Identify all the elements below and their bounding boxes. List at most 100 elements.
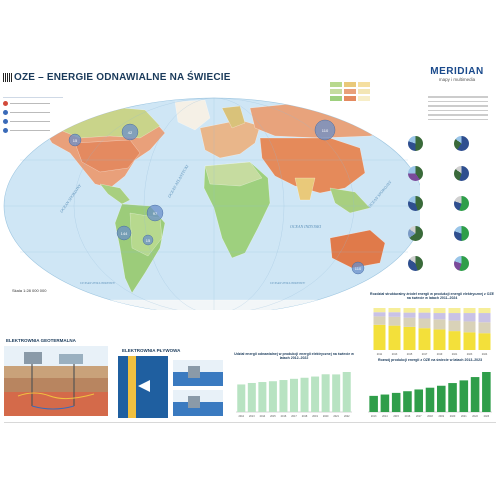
chart1-bar	[258, 382, 267, 412]
pie-chart	[408, 166, 423, 181]
southeast-asia-land	[329, 187, 371, 214]
chart1: 2012 2013 2014 2015 2016 2017 2018 2019 2020 2021…	[236, 372, 352, 418]
pie-chart	[454, 136, 469, 151]
chart3-segment	[463, 308, 476, 314]
chart3-tick-label: 2021	[452, 353, 458, 356]
chart1-bar	[321, 374, 330, 412]
legend-icons	[428, 96, 494, 136]
chart3-segment	[478, 313, 491, 323]
chart2-bar	[436, 385, 446, 412]
chart1-tick-label: 2021	[333, 415, 339, 418]
chart3-segment	[448, 320, 461, 332]
chart1-tick-label: 2020	[323, 415, 329, 418]
chart3-segment	[433, 329, 446, 350]
chart2-bar	[414, 389, 424, 412]
chart3-segment	[448, 331, 461, 350]
map-legend-left	[3, 97, 65, 141]
chart3-tick-label: 2024	[482, 353, 488, 356]
map-scale: Skala 1:28 000 000	[12, 288, 47, 293]
chart3-segment	[373, 324, 386, 350]
chart3-segment	[433, 313, 446, 320]
chart2-tick-label: 2013	[371, 415, 377, 418]
chart2-tick-label: 2017	[416, 415, 422, 418]
chart3-segment	[433, 308, 446, 314]
pie-chart	[408, 196, 423, 211]
chart3-segment	[388, 325, 401, 350]
chart2-tick-label: 2016	[405, 415, 411, 418]
bubble-australia	[351, 261, 365, 275]
chart2-bar	[425, 387, 435, 412]
geothermal-diagram	[4, 346, 108, 416]
chart2-bar	[403, 391, 412, 412]
antarctica-land	[19, 299, 401, 310]
chart2-tick-label: 2015	[393, 415, 399, 418]
world-map: OCEAN SPOKOJNY OCEAN ATLANTYCKI OCEAN IN…	[3, 97, 420, 310]
chart1-tick-label: 2016	[281, 415, 287, 418]
ocean-label-southern-east: OCEAN POŁUDNIOWY	[270, 281, 306, 285]
pie-chart	[454, 166, 469, 181]
greenland-land	[174, 99, 211, 131]
chart3-tick-label: 2011	[377, 353, 383, 356]
chart3-tick-label: 2017	[422, 353, 428, 356]
chart1-bar	[247, 382, 256, 412]
pie-charts	[400, 136, 500, 286]
chart1-bar	[268, 381, 277, 412]
bubble-label-usa: 15	[73, 138, 78, 143]
chart2-title: Rozwój produkcji energii z OZE na świeci…	[377, 358, 483, 362]
bubble-label-china: 110	[322, 128, 329, 133]
central-america-land	[99, 183, 131, 205]
chart3-segment	[448, 308, 461, 314]
chart3-segment	[418, 312, 431, 319]
ocean-label-southern-west: OCEAN POŁUDNIOWY	[80, 281, 116, 285]
chart3-segment	[418, 318, 431, 329]
chart3-title: Rozdział strukturalny źródeł energii w p…	[370, 292, 494, 300]
chart1-bar	[289, 378, 299, 412]
chart2-bar	[369, 395, 378, 412]
graticule	[4, 97, 420, 310]
chart1-bar	[279, 380, 288, 412]
pie-chart	[408, 226, 423, 241]
chart3-segment	[463, 321, 476, 333]
chart2-bar	[470, 377, 480, 412]
pie-chart	[408, 136, 423, 151]
chart1-tick-label: 2012	[238, 415, 244, 418]
chart3-segment	[418, 308, 431, 313]
chart3-segment	[478, 333, 491, 350]
chart3-segment	[463, 313, 476, 322]
barcode-icon	[3, 73, 12, 82]
chart1-tick-label: 2018	[302, 415, 308, 418]
bubble-label-brazil: 97	[153, 211, 158, 216]
pie-chart	[454, 196, 469, 211]
chart1-bar	[237, 384, 246, 412]
chart1-tick-label: 2019	[312, 415, 318, 418]
chart3-tick-label: 2023	[467, 353, 473, 356]
bubble-label-africa: 15	[146, 238, 151, 243]
chart3-segment	[403, 312, 416, 318]
chart3-segment	[463, 332, 476, 350]
chart3-segment	[433, 319, 446, 330]
chart3-segment	[403, 326, 416, 350]
chart3-segment	[403, 317, 416, 327]
logo-brand: MERIDIAN	[430, 66, 484, 77]
footer-rule	[4, 422, 496, 423]
logo-tagline: mapy i multimedia	[438, 77, 476, 82]
ocean-label-indian: OCEAN INDYJSKI	[290, 224, 322, 229]
pie-chart	[454, 256, 469, 271]
bubble-canada	[121, 123, 139, 141]
bubble-brazil	[146, 204, 164, 222]
geothermal-title: ELEKTROWNIA GEOTERMALNA	[6, 338, 76, 343]
map-title: OZE – ENERGIE ODNAWIALNE NA ŚWIECIE	[14, 72, 231, 83]
chart3-segment	[373, 316, 386, 325]
chart1-bar	[300, 377, 309, 412]
legend-top-right	[330, 82, 420, 134]
chart3-tick-label: 2013	[392, 353, 398, 356]
publisher-logo: MERIDIAN mapy i multimedia	[424, 66, 490, 82]
chart2-tick-label: 2014	[382, 415, 388, 418]
chart2-bar	[459, 380, 469, 412]
canada-land	[59, 105, 161, 139]
scandinavia-land	[221, 105, 246, 129]
bubble-label-canada: 42	[128, 130, 133, 135]
chart2-tick-label: 2019	[438, 415, 444, 418]
chart3-segment	[418, 328, 431, 350]
pie-chart	[454, 226, 469, 241]
